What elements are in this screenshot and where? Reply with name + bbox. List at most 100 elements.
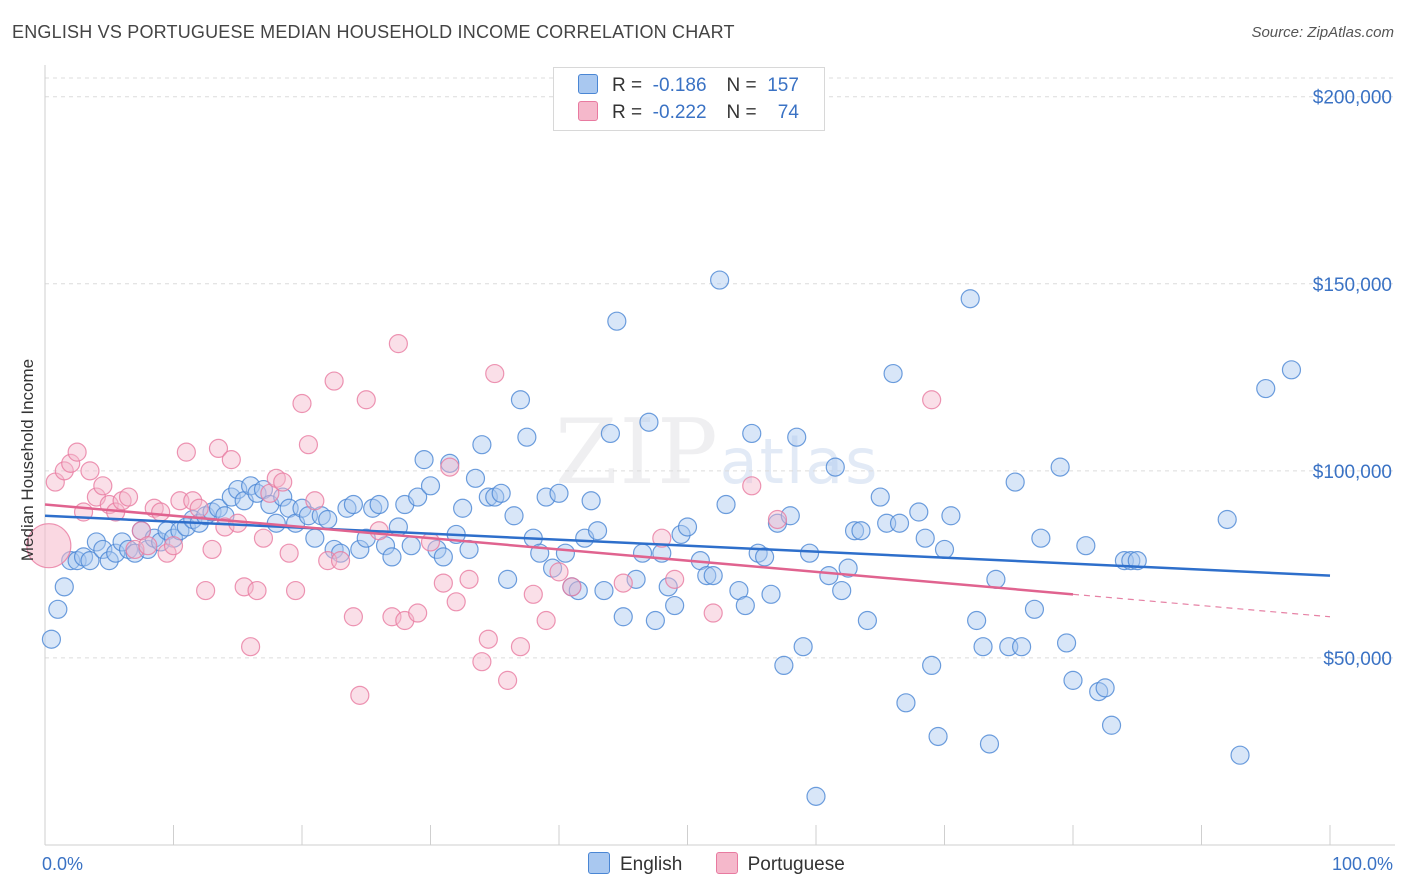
english-point — [318, 509, 338, 530]
english-point — [742, 423, 762, 444]
portuguese-point — [292, 393, 312, 414]
portuguese-point — [215, 517, 235, 537]
english-point — [922, 655, 942, 676]
english-trend-line — [44, 514, 1331, 577]
english-point — [883, 363, 903, 384]
x-tick-label: 100.0% — [1332, 854, 1393, 874]
english-point — [536, 487, 556, 507]
legend-item-portuguese[interactable]: Portuguese — [715, 852, 845, 876]
axis-labels: $50,000 $100,000 $150,000 $200,000 0.0% 100.0… — [18, 88, 1393, 874]
english-point — [806, 786, 826, 806]
english-point — [703, 566, 723, 586]
y-tick-label: $200,000 — [1313, 88, 1392, 109]
english-point — [594, 580, 614, 601]
english-point — [774, 655, 794, 676]
r-value: -0.222 — [652, 102, 707, 123]
portuguese-swatch — [578, 101, 598, 121]
english-point — [343, 494, 363, 515]
n-label: N = — [726, 102, 757, 123]
chart-source: Source: ZipAtlas.com — [1251, 24, 1394, 41]
english-point — [934, 539, 955, 560]
english-point — [478, 487, 498, 507]
english-point — [491, 483, 511, 503]
english-swatch — [578, 74, 598, 94]
english-point — [408, 487, 428, 507]
portuguese-point — [408, 603, 428, 623]
portuguese-point — [742, 476, 762, 496]
english-point — [241, 476, 261, 496]
english-point — [697, 566, 717, 586]
english-point — [80, 551, 100, 571]
english-point — [626, 569, 646, 589]
english-point — [581, 491, 601, 511]
n-value: 74 — [777, 102, 799, 123]
english-point — [1076, 536, 1096, 556]
english-point — [793, 637, 813, 657]
portuguese-point — [151, 502, 171, 522]
english-point — [453, 498, 473, 518]
english-point — [986, 569, 1006, 589]
portuguese-point — [118, 487, 139, 507]
portuguese-point — [208, 438, 229, 459]
english-point — [1256, 378, 1276, 399]
english-point — [555, 543, 576, 563]
portuguese-point — [703, 603, 723, 623]
english-point — [1031, 528, 1051, 548]
english-point — [941, 506, 961, 526]
watermark: ZIPatlas — [555, 400, 879, 505]
english-point — [208, 498, 229, 518]
english-point — [787, 427, 807, 447]
n-value: 157 — [767, 75, 799, 96]
english-point — [273, 487, 293, 507]
english-point — [48, 599, 68, 619]
portuguese-point — [234, 577, 254, 597]
english-point — [151, 532, 171, 552]
english-point — [857, 610, 878, 631]
english-point — [420, 476, 441, 496]
english-point — [1024, 599, 1045, 619]
english-point — [1230, 745, 1250, 765]
portuguese-point — [510, 637, 531, 657]
portuguese-point — [125, 539, 145, 560]
english-point — [41, 629, 62, 649]
y-tick-label: $100,000 — [1313, 462, 1392, 483]
portuguese-point — [420, 532, 441, 552]
portuguese-trend-extension — [1072, 593, 1331, 618]
english-point — [632, 543, 653, 563]
portuguese-point — [157, 543, 177, 563]
stats-legend-row-english: R = -0.186 N = 157 — [578, 74, 799, 100]
portuguese-point — [440, 457, 460, 477]
english-point — [1101, 715, 1122, 735]
stats-legend: R = -0.186 N = 157 R = -0.222 N = 74 — [553, 67, 825, 131]
english-point — [928, 726, 948, 747]
portuguese-point — [189, 498, 209, 518]
portuguese-point — [273, 472, 293, 492]
y-axis-title: Median Household Income — [18, 359, 37, 561]
portuguese-point — [26, 523, 72, 569]
english-point — [86, 532, 107, 552]
watermark-atlas: atlas — [719, 425, 880, 498]
english-point — [979, 734, 1000, 754]
watermark-zip: ZIP — [555, 400, 720, 505]
english-point — [99, 551, 119, 571]
english-point — [613, 607, 633, 627]
english-point — [915, 528, 935, 548]
legend-item-english[interactable]: English — [588, 852, 682, 876]
portuguese-point — [665, 569, 685, 589]
portuguese-point — [253, 528, 274, 548]
english-point — [433, 547, 453, 567]
portuguese-point — [176, 442, 196, 462]
english-point — [221, 487, 241, 507]
english-point — [54, 577, 74, 597]
english-point — [851, 521, 871, 541]
portuguese-point — [382, 607, 402, 627]
english-point — [350, 539, 370, 560]
english-point — [587, 521, 608, 541]
english-point — [600, 423, 621, 444]
y-tick-label: $50,000 — [1323, 649, 1392, 670]
chart-title: ENGLISH VS PORTUGUESE MEDIAN HOUSEHOLD I… — [12, 22, 735, 42]
portuguese-point — [61, 453, 81, 473]
english-point — [658, 577, 678, 597]
english-point — [1050, 457, 1070, 477]
english-point — [106, 543, 126, 563]
